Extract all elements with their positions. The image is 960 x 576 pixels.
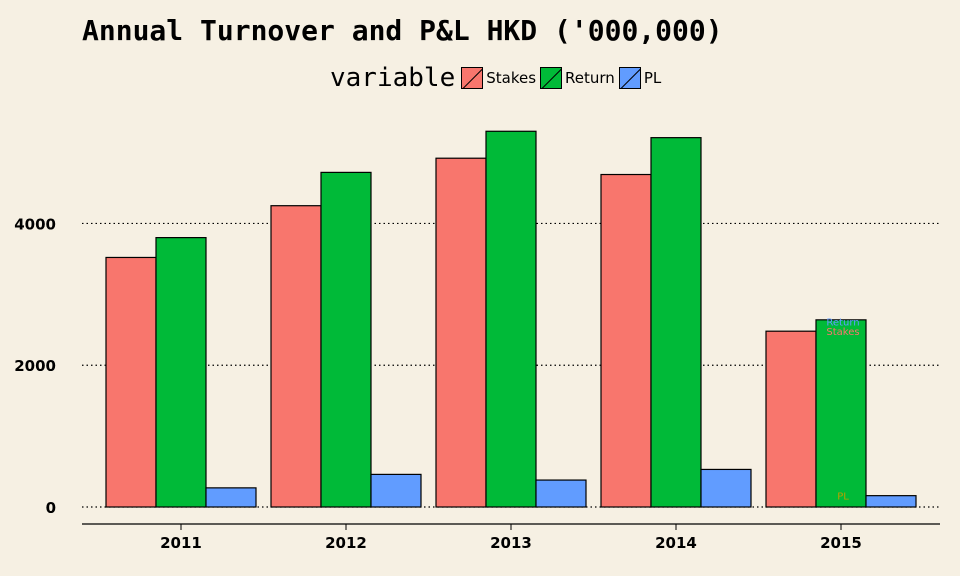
bar-return-2012 xyxy=(320,171,372,508)
legend-label-stakes: Stakes xyxy=(486,69,537,87)
y-tick-label: 0 xyxy=(46,499,56,517)
x-tick-label: 2014 xyxy=(655,534,697,552)
bar-pl-2014 xyxy=(700,468,752,508)
legend-swatch-stakes xyxy=(461,67,484,89)
annotation-pl: PL xyxy=(837,492,849,503)
bar-pl-2011 xyxy=(205,487,257,508)
x-tick-label: 2015 xyxy=(820,534,862,552)
legend-swatch-return xyxy=(540,67,563,89)
bar-return-2013 xyxy=(485,130,537,508)
bar-return-2011 xyxy=(155,237,207,508)
bar-stakes-2013 xyxy=(435,157,487,508)
legend-item-return: Return xyxy=(540,67,615,89)
bar-stakes-2012 xyxy=(270,205,322,508)
legend-item-stakes: Stakes xyxy=(461,67,536,89)
bar-pl-2012 xyxy=(370,473,422,508)
y-tick-label: 4000 xyxy=(14,215,56,233)
chart-title: Annual Turnover and P&L HKD ('000,000) xyxy=(82,14,723,47)
bar-return-2014 xyxy=(650,137,702,508)
x-tick-label: 2011 xyxy=(160,534,202,552)
bar-pl-2015 xyxy=(865,495,917,508)
legend-swatch-pl xyxy=(618,67,641,89)
legend-title: variable xyxy=(330,63,456,93)
bar-stakes-2015 xyxy=(765,330,817,508)
legend-label-return: Return xyxy=(565,69,615,87)
x-tick-label: 2013 xyxy=(490,534,532,552)
bar-pl-2013 xyxy=(535,479,587,508)
bar-stakes-2014 xyxy=(600,173,652,508)
bar-return-2015 xyxy=(815,319,867,508)
legend: variable Stakes Return PL xyxy=(330,62,665,94)
legend-label-pl: PL xyxy=(643,69,662,87)
annotation-return: Return xyxy=(826,317,859,328)
legend-item-pl: PL xyxy=(618,67,662,89)
annotation-stakes: Stakes xyxy=(826,327,859,338)
x-tick-label: 2012 xyxy=(325,534,367,552)
bar-stakes-2011 xyxy=(105,256,157,508)
y-tick-label: 2000 xyxy=(14,357,56,375)
